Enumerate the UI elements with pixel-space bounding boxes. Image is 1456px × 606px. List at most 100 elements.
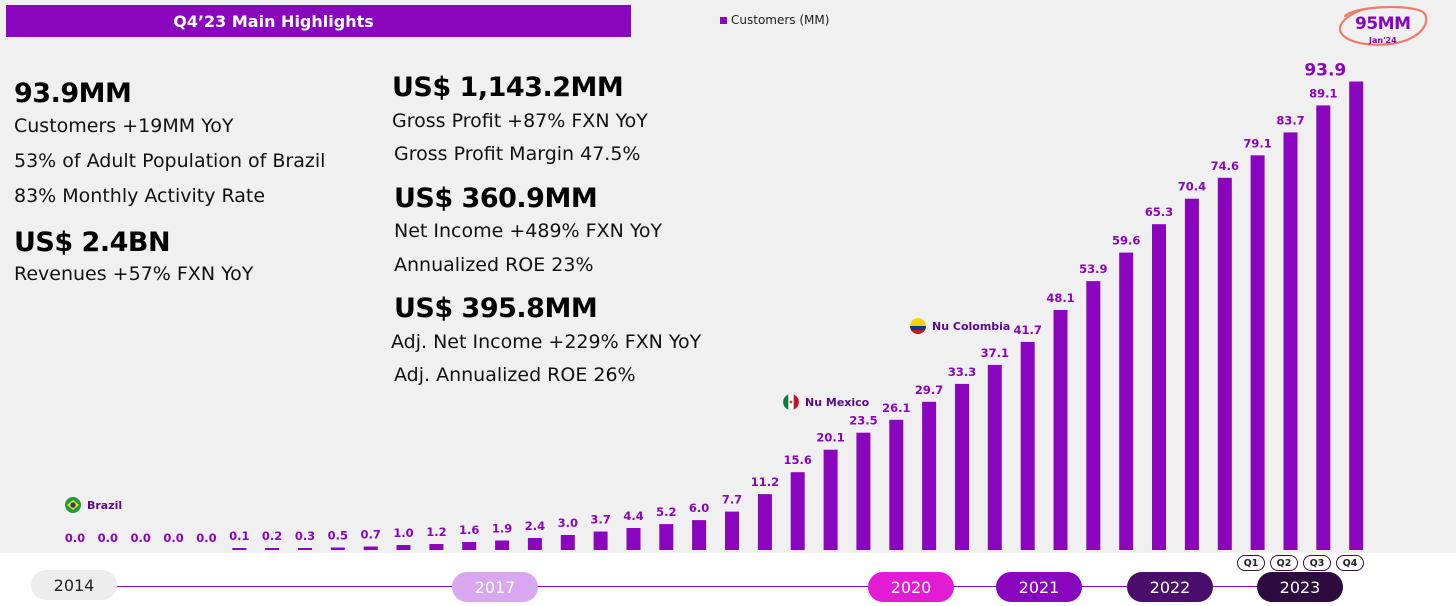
bar-value-label: 0.1 bbox=[229, 529, 249, 543]
revenue-growth: Revenues +57% FXN YoY bbox=[14, 263, 254, 285]
bar bbox=[659, 524, 674, 550]
bar-value-label: 83.7 bbox=[1276, 113, 1304, 127]
activity-rate: 83% Monthly Activity Rate bbox=[14, 185, 266, 207]
adj-net-income-value: US$ 395.8MM bbox=[394, 293, 598, 324]
adj-annualized-roe: Adj. Annualized ROE 26% bbox=[394, 364, 636, 386]
bar-value-label: 0.3 bbox=[295, 529, 315, 543]
bar bbox=[1217, 177, 1232, 551]
bar bbox=[889, 419, 904, 550]
gross-profit-growth: Gross Profit +87% FXN YoY bbox=[392, 110, 648, 132]
latest-value-label: 93.9 bbox=[1304, 61, 1346, 81]
page-title: Q4’23 Main Highlights bbox=[6, 5, 631, 37]
year-2021: 2021 bbox=[996, 572, 1082, 602]
bar-value-label: 20.1 bbox=[816, 431, 844, 445]
year-2023: 2023 bbox=[1257, 572, 1343, 602]
quarter-label: Q1 bbox=[1243, 557, 1259, 569]
bar bbox=[725, 511, 739, 550]
annotation-value: 95MM bbox=[1355, 14, 1411, 34]
bar-value-label: 1.0 bbox=[393, 526, 413, 540]
bar-value-label: 37.1 bbox=[981, 346, 1009, 360]
bar-value-label: 1.9 bbox=[492, 522, 512, 536]
bar bbox=[1283, 132, 1298, 550]
bar-value-label: 74.6 bbox=[1211, 159, 1239, 173]
bar bbox=[527, 538, 542, 550]
year-label: 2021 bbox=[1018, 577, 1060, 597]
legend-swatch bbox=[720, 16, 727, 24]
bar-value-label: 11.2 bbox=[751, 475, 779, 489]
bar-value-label: 0.0 bbox=[163, 531, 183, 545]
bar bbox=[593, 531, 608, 550]
marker-label: Nu Colombia bbox=[932, 320, 1010, 333]
annotation-date: Jan'24 bbox=[1369, 36, 1397, 45]
bar-value-label: 0.2 bbox=[262, 529, 282, 543]
bar-value-label: 3.0 bbox=[558, 516, 578, 530]
bar-value-label: 0.5 bbox=[328, 529, 348, 543]
bar-value-label: 0.0 bbox=[65, 531, 85, 545]
bar bbox=[495, 540, 510, 550]
bar bbox=[1184, 198, 1199, 550]
quarter-q2: Q2 bbox=[1270, 555, 1298, 571]
year-label: 2020 bbox=[890, 577, 932, 597]
year-2022: 2022 bbox=[1127, 572, 1213, 602]
chart-panel bbox=[0, 0, 1456, 553]
bar bbox=[298, 548, 312, 550]
bar bbox=[626, 528, 641, 550]
bar bbox=[1250, 155, 1265, 551]
bar-value-label: 41.7 bbox=[1014, 323, 1042, 337]
quarter-q1: Q1 bbox=[1237, 555, 1265, 571]
bar bbox=[922, 401, 937, 550]
bar bbox=[1152, 224, 1166, 550]
year-label: 2017 bbox=[474, 577, 516, 597]
adj-net-income-growth: Adj. Net Income +229% FXN YoY bbox=[391, 331, 702, 353]
bar-value-label: 1.6 bbox=[459, 523, 479, 537]
bar-value-label: 89.1 bbox=[1309, 86, 1337, 100]
year-2020: 2020 bbox=[868, 572, 954, 602]
year-label: 2014 bbox=[53, 575, 95, 595]
customers-value: 93.9MM bbox=[14, 78, 132, 109]
bar bbox=[1316, 105, 1331, 551]
bar-value-label: 0.0 bbox=[131, 531, 151, 545]
bar-value-label: 70.4 bbox=[1178, 180, 1206, 194]
bar-value-label: 79.1 bbox=[1243, 136, 1271, 150]
quarter-label: Q4 bbox=[1342, 557, 1358, 569]
annotation-circle bbox=[1338, 5, 1428, 46]
bar bbox=[232, 548, 247, 550]
bar bbox=[330, 547, 345, 550]
bar bbox=[1086, 281, 1101, 550]
bar-value-label: 59.6 bbox=[1112, 234, 1140, 248]
year-label: 2022 bbox=[1149, 577, 1191, 597]
bar bbox=[462, 542, 477, 550]
bar-value-label: 1.2 bbox=[426, 525, 446, 539]
bar-value-label: 0.0 bbox=[196, 531, 216, 545]
quarter-label: Q3 bbox=[1309, 557, 1325, 569]
bar bbox=[823, 449, 838, 550]
timeline-line bbox=[60, 586, 1330, 587]
bar-value-label: 53.9 bbox=[1079, 262, 1107, 276]
net-income-growth: Net Income +489% FXN YoY bbox=[394, 220, 663, 242]
colombia-flag-icon bbox=[910, 318, 926, 334]
brazil-flag-icon bbox=[65, 497, 81, 513]
year-label: 2023 bbox=[1279, 577, 1321, 597]
bar-value-label: 2.4 bbox=[525, 519, 545, 533]
bar bbox=[955, 383, 969, 550]
bar bbox=[1119, 252, 1134, 550]
bar-value-label: 26.1 bbox=[882, 401, 910, 415]
bar bbox=[1053, 310, 1068, 550]
bar bbox=[429, 544, 444, 550]
gross-profit-value: US$ 1,143.2MM bbox=[392, 72, 624, 103]
quarter-q3: Q3 bbox=[1303, 555, 1331, 571]
marker-label: Brazil bbox=[87, 499, 122, 512]
customers-yoy: Customers +19MM YoY bbox=[14, 115, 234, 137]
bar bbox=[265, 548, 280, 550]
bar-value-label: 29.7 bbox=[915, 383, 943, 397]
gross-profit-margin: Gross Profit Margin 47.5% bbox=[394, 143, 641, 165]
bar bbox=[363, 546, 378, 550]
bar bbox=[1349, 81, 1364, 550]
bar bbox=[987, 364, 1002, 550]
bar-value-label: 6.0 bbox=[689, 501, 709, 515]
bar bbox=[692, 520, 707, 550]
quarter-q4: Q4 bbox=[1336, 555, 1364, 571]
bar-value-label: 65.3 bbox=[1145, 205, 1173, 219]
bar bbox=[790, 472, 805, 550]
